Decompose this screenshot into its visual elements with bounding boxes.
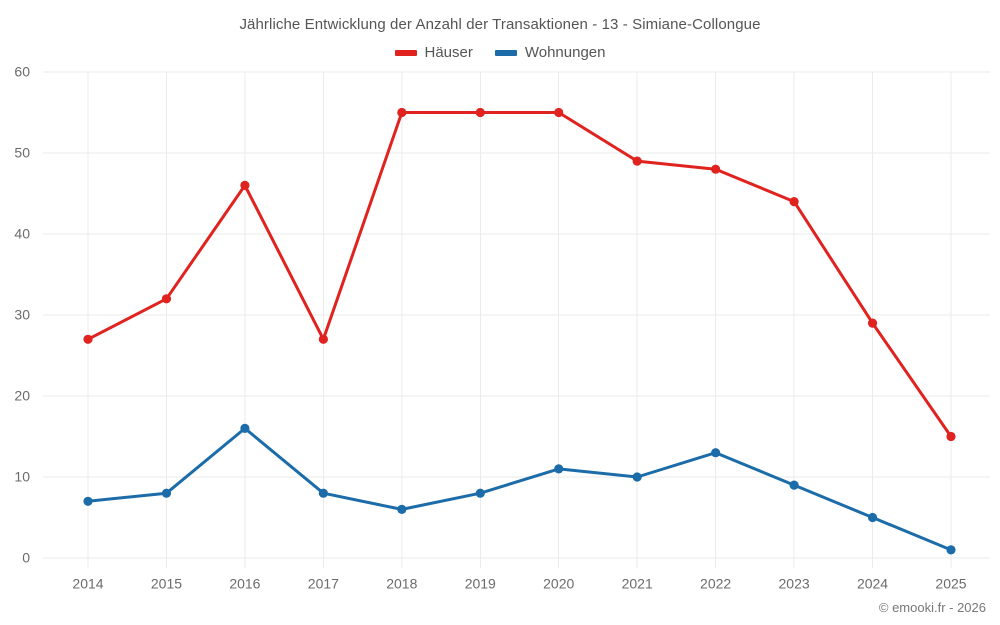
x-axis-tick-label: 2024 bbox=[857, 575, 888, 591]
x-axis-tick-label: 2023 bbox=[779, 575, 810, 591]
data-point[interactable] bbox=[475, 488, 485, 498]
data-point[interactable] bbox=[240, 423, 250, 433]
y-axis-tick-label: 30 bbox=[14, 307, 30, 323]
x-axis-tick-label: 2017 bbox=[308, 575, 339, 591]
data-point[interactable] bbox=[946, 431, 956, 442]
y-axis-tick-label: 0 bbox=[22, 550, 30, 566]
series-line-wohnungen bbox=[86, 426, 953, 552]
data-point[interactable] bbox=[161, 488, 172, 498]
legend-item-hauser[interactable]: Häuser bbox=[394, 44, 473, 61]
x-axis-tick-label: 2019 bbox=[465, 575, 496, 591]
data-point[interactable] bbox=[397, 107, 407, 118]
series-line-hauser bbox=[86, 111, 953, 438]
data-point[interactable] bbox=[554, 107, 564, 118]
data-point[interactable] bbox=[789, 197, 799, 207]
x-axis-tick-label: 2018 bbox=[386, 575, 417, 591]
data-point[interactable] bbox=[632, 156, 642, 166]
y-axis-tick-label: 60 bbox=[14, 64, 30, 80]
data-point[interactable] bbox=[240, 180, 250, 190]
y-axis-tick-label: 50 bbox=[14, 145, 30, 161]
y-axis-tick-label: 20 bbox=[14, 388, 30, 404]
x-axis-tick-label: 2014 bbox=[72, 575, 103, 591]
data-point[interactable] bbox=[554, 464, 564, 474]
data-point[interactable] bbox=[83, 334, 93, 344]
x-axis-tick-label: 2022 bbox=[700, 575, 731, 591]
data-point[interactable] bbox=[867, 318, 878, 328]
line-swatch-red-icon bbox=[394, 49, 417, 56]
data-point[interactable] bbox=[318, 334, 328, 344]
legend-label-hauser: Häuser bbox=[424, 44, 473, 61]
line-swatch-blue-icon bbox=[494, 49, 517, 56]
data-point[interactable] bbox=[711, 164, 721, 174]
data-point[interactable] bbox=[318, 488, 328, 498]
data-point[interactable] bbox=[161, 294, 172, 304]
data-point[interactable] bbox=[475, 107, 485, 118]
data-point[interactable] bbox=[711, 448, 721, 458]
x-axis-tick-label: 2020 bbox=[543, 575, 574, 591]
legend-item-wohnungen[interactable]: Wohnungen bbox=[494, 44, 606, 61]
chart-title: Jährliche Entwicklung der Anzahl der Tra… bbox=[239, 16, 761, 33]
data-point[interactable] bbox=[946, 545, 956, 555]
x-axis-tick-label: 2015 bbox=[151, 575, 182, 591]
x-axis-tick-label: 2025 bbox=[935, 575, 966, 591]
data-point[interactable] bbox=[789, 480, 799, 490]
x-axis-tick-label: 2021 bbox=[622, 575, 653, 591]
legend-label-wohnungen: Wohnungen bbox=[524, 44, 606, 61]
data-point[interactable] bbox=[397, 504, 407, 514]
footer-credit: © emooki.fr - 2026 bbox=[878, 600, 986, 615]
y-axis-tick-label: 40 bbox=[14, 226, 30, 242]
chart-legend: Häuser Wohnungen bbox=[0, 44, 1000, 61]
y-axis-tick-label: 10 bbox=[14, 469, 30, 485]
data-point[interactable] bbox=[632, 472, 642, 482]
data-point[interactable] bbox=[867, 512, 878, 523]
data-point[interactable] bbox=[83, 496, 93, 506]
x-axis-tick-label: 2016 bbox=[229, 575, 260, 591]
